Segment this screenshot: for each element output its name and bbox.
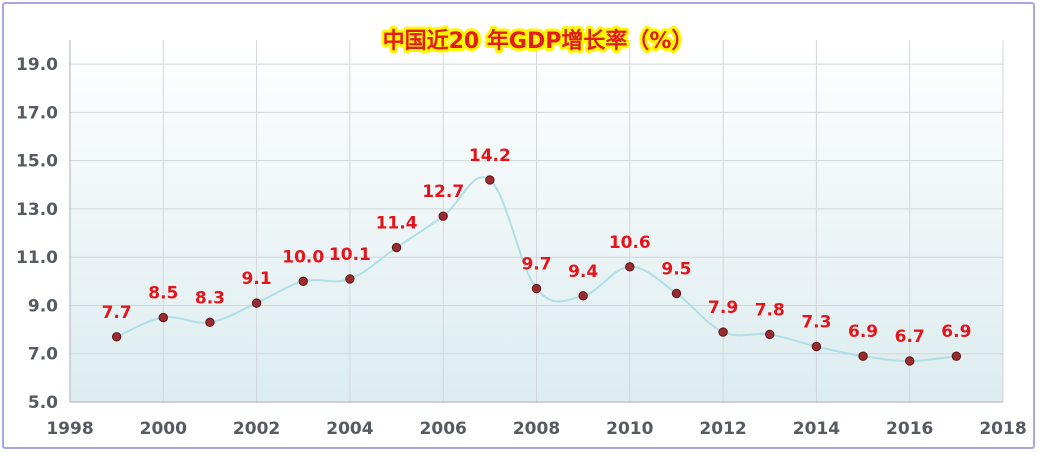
x-tick-label: 2002 <box>233 419 280 439</box>
data-point-2011 <box>671 288 682 299</box>
x-tick-label: 2018 <box>979 419 1026 439</box>
data-point-2009 <box>578 291 588 301</box>
y-tick-label: 19.0 <box>16 55 58 75</box>
data-point-1999 <box>111 332 122 342</box>
data-markers <box>111 175 962 366</box>
x-tick-label: 2010 <box>606 419 653 439</box>
data-label-2009: 9.4 <box>568 262 598 282</box>
data-label-2007: 14.2 <box>469 146 511 166</box>
data-point-2012 <box>718 327 728 337</box>
data-label-2006: 12.7 <box>422 182 464 202</box>
data-label-1999: 7.7 <box>102 303 132 323</box>
data-label-2014: 7.3 <box>801 312 831 332</box>
y-tick-label: 7.0 <box>28 345 58 365</box>
y-tick-label: 11.0 <box>16 248 58 268</box>
data-label-2017: 6.9 <box>941 322 971 342</box>
x-tick-label: 2016 <box>886 419 933 439</box>
data-label-2013: 7.8 <box>755 300 785 320</box>
data-label-2000: 8.5 <box>148 284 178 304</box>
data-point-2004 <box>345 274 355 284</box>
x-tick-label: 2000 <box>140 419 187 439</box>
data-label-2012: 7.9 <box>708 298 738 318</box>
x-tick-label: 2008 <box>513 419 560 439</box>
data-label-2015: 6.9 <box>848 322 878 342</box>
data-point-2008 <box>531 283 542 294</box>
data-point-2007 <box>485 175 495 185</box>
data-point-2017 <box>951 351 962 361</box>
axes: 5.0 7.0 9.0 11.0 13.0 15.0 17.0 19.0 1998 2000 200… <box>16 40 1027 439</box>
data-point-2010 <box>625 262 635 272</box>
data-label-2011: 9.5 <box>661 259 691 279</box>
data-label-2001: 8.3 <box>195 288 225 308</box>
x-tick-label: 2012 <box>699 419 746 439</box>
data-label-2004: 10.1 <box>329 245 371 265</box>
y-tick-label: 5.0 <box>28 393 58 413</box>
data-point-2015 <box>858 351 868 361</box>
data-point-2005 <box>391 242 402 253</box>
data-label-2010: 10.6 <box>609 233 651 253</box>
data-point-2006 <box>438 211 448 221</box>
data-labels: 7.7 8.5 8.3 9.1 10.0 10.111.412.714.2 9.7 9.4 10… <box>102 146 972 347</box>
data-point-2003 <box>298 276 308 287</box>
x-tick-label: 2014 <box>793 419 840 439</box>
data-label-2005: 11.4 <box>376 214 418 234</box>
x-tick-label: 1998 <box>46 419 93 439</box>
x-tick-label: 2004 <box>326 419 373 439</box>
y-tick-label: 15.0 <box>16 152 58 172</box>
data-label-2016: 6.7 <box>895 327 925 347</box>
data-label-2008: 9.7 <box>521 255 551 275</box>
x-tick-label: 2006 <box>420 419 467 439</box>
data-point-2014 <box>811 341 822 352</box>
data-label-2002: 9.1 <box>242 269 272 289</box>
data-point-2002 <box>251 298 262 308</box>
data-label-2003: 10.0 <box>282 247 324 267</box>
data-point-2000 <box>158 312 169 323</box>
data-point-2016 <box>905 356 915 366</box>
data-point-2001 <box>205 317 215 328</box>
y-tick-label: 17.0 <box>16 103 58 123</box>
y-tick-label: 13.0 <box>16 200 58 220</box>
grid-lines <box>69 40 1004 402</box>
y-tick-label: 9.0 <box>28 296 58 316</box>
data-point-2013 <box>765 329 775 340</box>
chart-title: 中国近20 年GDP增长率（%） <box>383 28 694 54</box>
